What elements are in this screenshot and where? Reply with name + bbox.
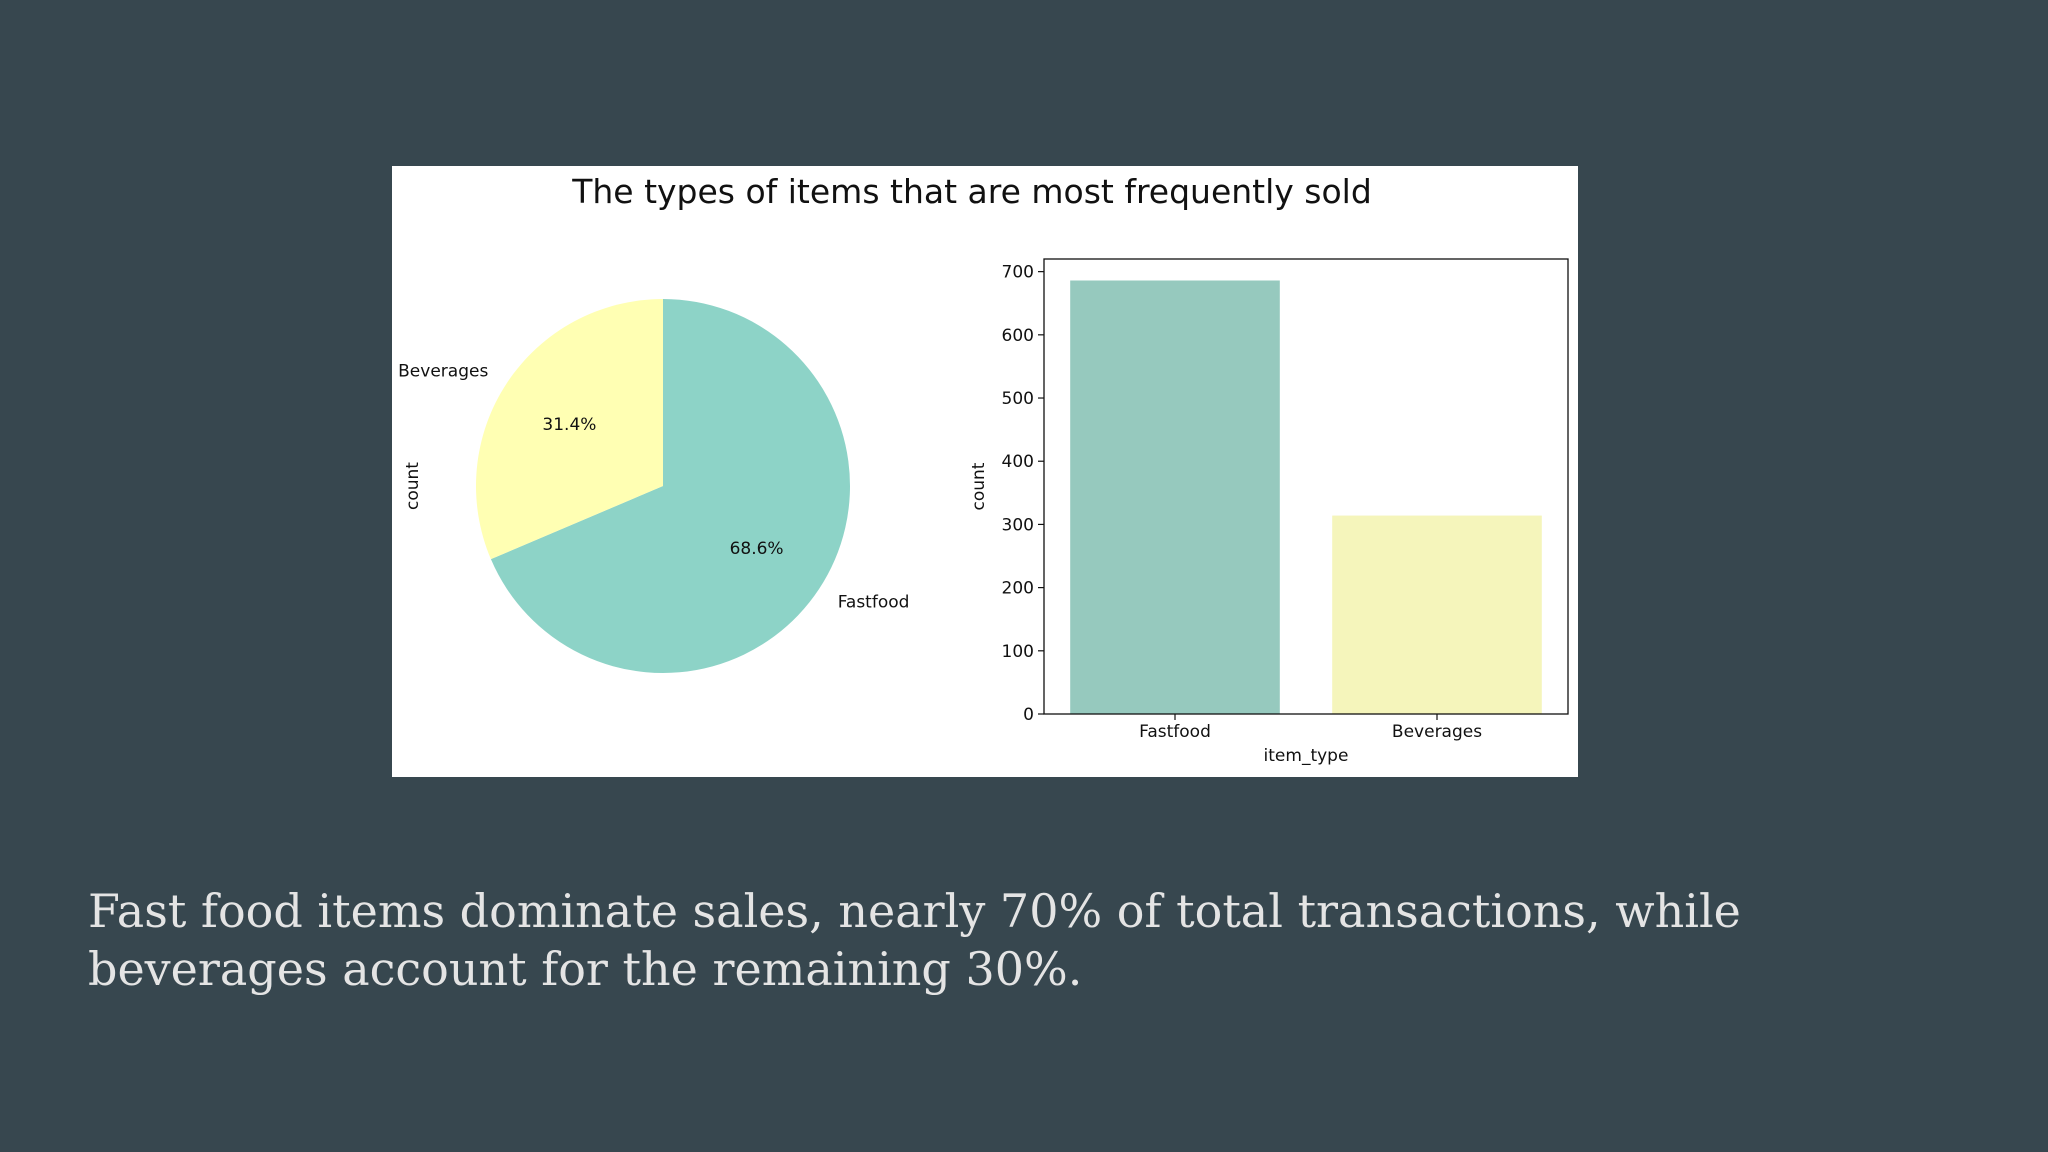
pie-category-label-beverages: Beverages — [398, 361, 488, 381]
bar-chart: Fastfood Beverages 0 100 200 300 400 500 600 700 i… — [969, 258, 1569, 766]
pie-category-label-fastfood: Fastfood — [838, 593, 910, 613]
pie-chart: 68.6% Fastfood 31.4% Beverages count — [398, 299, 909, 673]
bar-ytick-label: 100 — [1002, 642, 1034, 662]
pie-pct-label-fastfood: 68.6% — [730, 539, 784, 559]
chart-title: The types of items that are most frequen… — [571, 172, 1372, 211]
bar-ytick-label: 500 — [1002, 389, 1034, 409]
chart-figure: The types of items that are most frequen… — [392, 166, 1578, 777]
bar-ytick-label: 400 — [1002, 452, 1034, 472]
bar-ytick-label: 0 — [1023, 705, 1034, 725]
pie-ylabel: count — [403, 462, 423, 510]
pie-pct-label-beverages: 31.4% — [542, 415, 596, 435]
bar-axes-frame — [1043, 258, 1569, 715]
bar-ytick-label: 200 — [1002, 579, 1034, 599]
bar-beverages — [1332, 515, 1542, 714]
pie-slice-beverages — [476, 299, 663, 560]
bar-xlabel: item_type — [1264, 746, 1349, 766]
bar-fastfood — [1070, 280, 1280, 714]
bar-ylabel: count — [969, 462, 989, 510]
pie-slice-fastfood — [490, 299, 851, 673]
chart-svg: The types of items that are most frequen… — [398, 172, 1569, 766]
bar-xtick-label: Fastfood — [1139, 722, 1211, 742]
bar-xtick-label: Beverages — [1392, 722, 1482, 742]
bar-ytick-label: 600 — [1002, 326, 1034, 346]
slide-caption: Fast food items dominate sales, nearly 7… — [88, 884, 1741, 996]
bar-ytick-label: 300 — [1002, 515, 1034, 535]
bar-ytick-label: 700 — [1002, 263, 1034, 283]
